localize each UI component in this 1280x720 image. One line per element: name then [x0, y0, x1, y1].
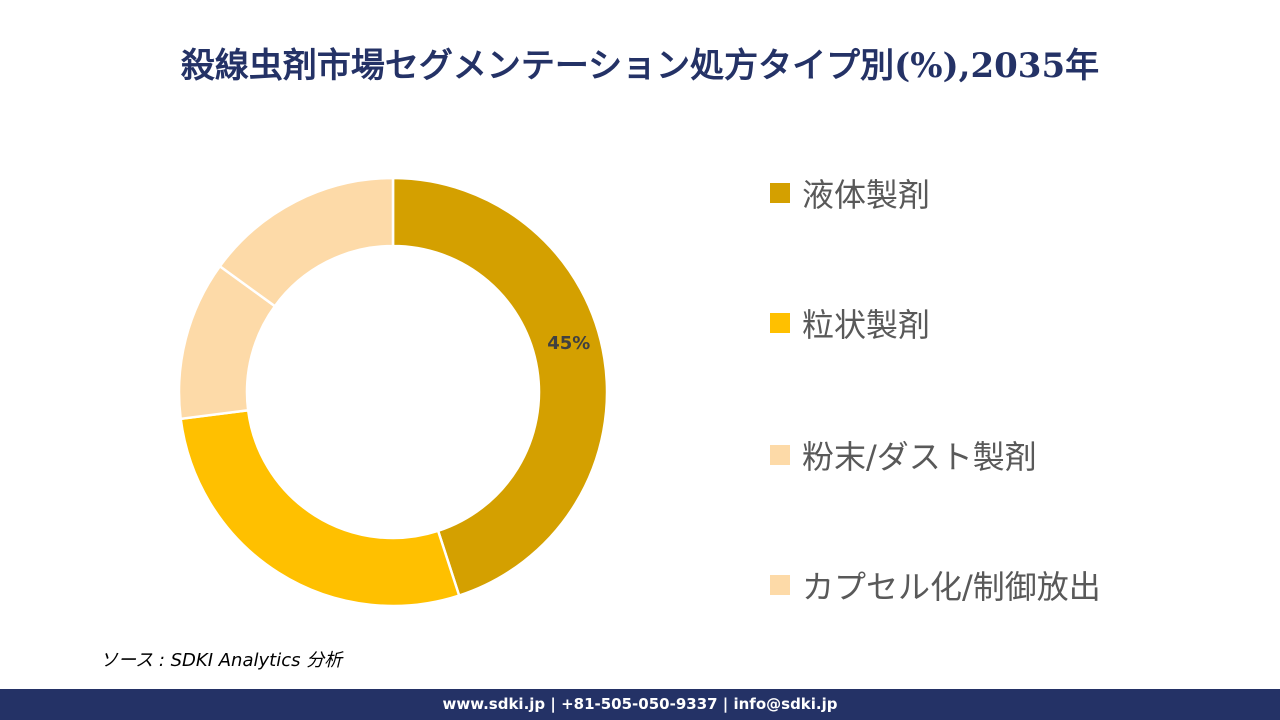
- chart-title: 殺線虫剤市場セグメンテーション処方タイプ別(%),2035年: [180, 46, 1100, 86]
- donut-slice-0: [391, 176, 609, 598]
- donut-slice-1: [179, 408, 461, 608]
- legend-swatch: [770, 183, 790, 203]
- legend-item-granular: 粒状製剤: [770, 300, 930, 346]
- legend-label: 粒状製剤: [802, 306, 931, 344]
- legend-swatch: [770, 313, 790, 333]
- legend-label: 粉末/ダスト製剤: [802, 438, 1037, 476]
- legend-label: カプセル化/制御放出: [802, 568, 1101, 606]
- legend-item-encapsulated: カプセル化/制御放出: [770, 562, 1101, 608]
- donut-slice-3: [218, 176, 395, 308]
- data-label-0: 45%: [547, 333, 590, 354]
- legend-swatch: [770, 575, 790, 595]
- source-note: ソース : SDKI Analytics 分析: [100, 650, 343, 671]
- legend-label: 液体製剤: [802, 176, 931, 214]
- legend-item-powder: 粉末/ダスト製剤: [770, 432, 1037, 478]
- legend-item-liquid: 液体製剤: [770, 170, 930, 216]
- footer-contact: www.sdki.jp | +81-505-050-9337 | info@sd…: [0, 689, 1280, 720]
- legend-swatch: [770, 445, 790, 465]
